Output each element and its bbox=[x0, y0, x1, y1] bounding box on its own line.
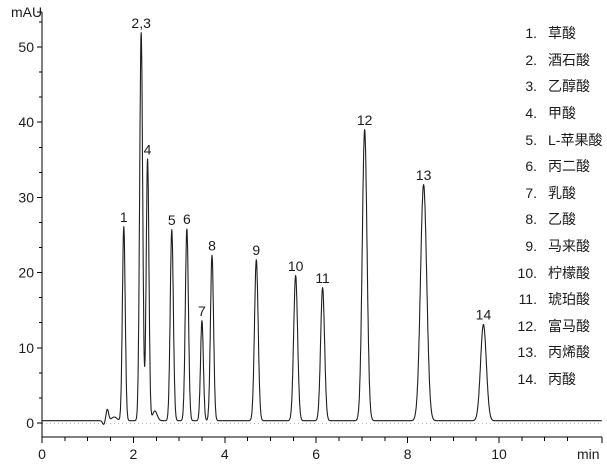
legend-item: 8. 乙酸 bbox=[499, 206, 602, 233]
legend-item-name: 乳酸 bbox=[548, 184, 576, 201]
peak-label: 1 bbox=[120, 209, 128, 225]
legend-item-name: 丙酸 bbox=[548, 371, 576, 388]
legend-item-name: 丙二酸 bbox=[548, 158, 590, 175]
legend-item: 13. 丙烯酸 bbox=[499, 339, 602, 366]
x-tick-label: 2 bbox=[130, 446, 138, 462]
y-tick-label: 0 bbox=[26, 415, 34, 431]
legend-item-number: 13. bbox=[517, 344, 537, 361]
peak-label: 6 bbox=[183, 211, 191, 227]
legend-item-number: 9. bbox=[525, 238, 537, 255]
x-tick-label: 6 bbox=[312, 446, 320, 462]
legend-item-name: 富马酸 bbox=[548, 317, 590, 334]
y-tick-label: 20 bbox=[18, 265, 34, 281]
x-tick-label: 0 bbox=[38, 446, 46, 462]
axes bbox=[41, 12, 602, 438]
legend-item-number: 3. bbox=[525, 78, 537, 95]
x-axis-ticks: 0 2 4 6 8 10 bbox=[38, 437, 603, 462]
y-tick-label: 50 bbox=[18, 39, 34, 55]
legend-item: 1. 草酸 bbox=[499, 20, 602, 47]
legend-item: 4. 甲酸 bbox=[499, 100, 602, 127]
legend-item-number: 1. bbox=[525, 25, 537, 42]
y-tick-label: 40 bbox=[18, 114, 34, 130]
legend-item-number: 11. bbox=[518, 291, 537, 308]
legend-item: 9. 马来酸 bbox=[499, 233, 602, 260]
peak-label: 4 bbox=[144, 141, 152, 157]
peak-label: 7 bbox=[198, 303, 206, 319]
legend-item-name: 琥珀酸 bbox=[548, 291, 590, 308]
legend-item-number: 8. bbox=[525, 211, 537, 228]
legend-item-name: 乙醇酸 bbox=[548, 78, 590, 95]
peak-label: 11 bbox=[315, 270, 330, 286]
peak-label: 8 bbox=[208, 238, 216, 254]
legend-item-name: 乙酸 bbox=[548, 211, 576, 228]
x-tick-label: 4 bbox=[221, 446, 229, 462]
y-axis-unit-label: mAU bbox=[11, 4, 43, 20]
legend-item-name: 丙烯酸 bbox=[548, 344, 590, 361]
chromatogram-trace bbox=[41, 32, 603, 425]
legend-item: 2. 酒石酸 bbox=[499, 47, 602, 74]
peak-legend: 1. 草酸 2. 酒石酸 3. 乙醇酸 4. 甲酸 5. L-苹果酸 6. 丙二… bbox=[499, 20, 603, 393]
y-axis-ticks: 0 10 20 30 40 50 bbox=[18, 11, 42, 431]
peak-label: 10 bbox=[288, 258, 304, 274]
legend-item-name: 甲酸 bbox=[548, 105, 576, 122]
peak-label: 9 bbox=[252, 242, 260, 258]
legend-item-number: 4. bbox=[525, 105, 537, 122]
legend-item-name: 酒石酸 bbox=[548, 51, 590, 68]
legend-item-number: 6. bbox=[525, 158, 537, 175]
legend-item-number: 10. bbox=[517, 264, 537, 281]
x-tick-label: 8 bbox=[404, 446, 412, 462]
legend-item-name: 草酸 bbox=[548, 25, 576, 42]
legend-item: 14. 丙酸 bbox=[499, 366, 602, 393]
peak-label: 13 bbox=[416, 167, 432, 183]
legend-item-name: 马来酸 bbox=[548, 238, 590, 255]
peak-label: 12 bbox=[357, 112, 373, 128]
legend-item: 12. 富马酸 bbox=[499, 313, 602, 340]
peak-label: 2,3 bbox=[131, 15, 151, 31]
legend-item-number: 12. bbox=[517, 317, 537, 334]
legend-item-name: L-苹果酸 bbox=[548, 131, 603, 148]
legend-item: 6. 丙二酸 bbox=[499, 153, 602, 180]
legend-item-number: 2. bbox=[525, 51, 537, 68]
legend-item: 11. 琥珀酸 bbox=[499, 286, 602, 313]
x-tick-label: 10 bbox=[491, 446, 507, 462]
peak-labels: 1 2,3 4 5 6 7 8 9 10 11 12 13 14 bbox=[120, 15, 492, 323]
peak-label: 5 bbox=[168, 212, 176, 228]
legend-item-name: 柠檬酸 bbox=[548, 264, 590, 281]
legend-item: 7. 乳酸 bbox=[499, 180, 602, 207]
legend-item: 5. L-苹果酸 bbox=[499, 126, 602, 153]
legend-item-number: 5. bbox=[525, 131, 537, 148]
legend-item-number: 14. bbox=[517, 371, 537, 388]
y-tick-label: 30 bbox=[18, 189, 34, 205]
peak-label: 14 bbox=[476, 307, 492, 323]
y-tick-label: 10 bbox=[18, 340, 34, 356]
legend-item: 10. 柠檬酸 bbox=[499, 259, 602, 286]
x-axis-unit-label: min bbox=[577, 446, 600, 462]
legend-item: 3. 乙醇酸 bbox=[499, 73, 602, 100]
legend-item-number: 7. bbox=[525, 184, 537, 201]
